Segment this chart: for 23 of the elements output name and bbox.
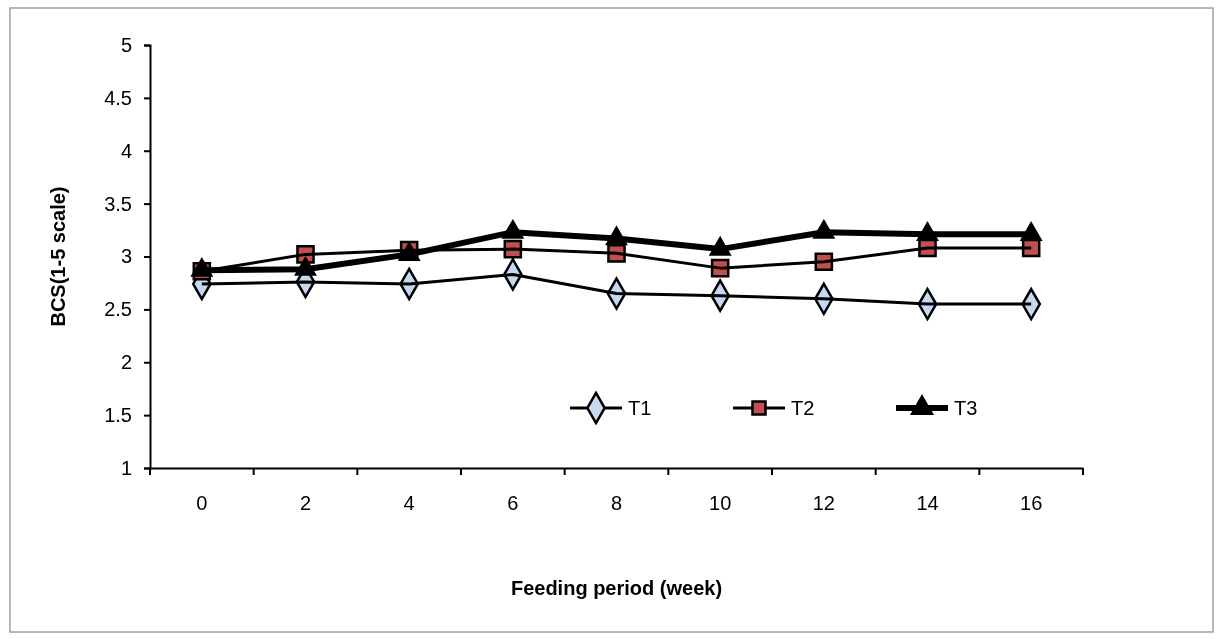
legend-label: T3: [954, 397, 978, 419]
legend-label: T2: [791, 397, 815, 419]
y-tick-label: 4: [120, 139, 132, 162]
x-axis-title: Feeding period (week): [510, 577, 723, 599]
x-tick-label: 14: [916, 492, 939, 515]
y-tick-label: 3: [120, 245, 132, 268]
y-tick-label: 5: [120, 33, 132, 56]
x-tick-label: 10: [709, 492, 732, 515]
x-tick-label: 12: [812, 492, 835, 515]
x-tick-label: 0: [196, 492, 208, 515]
x-tick-label: 16: [1020, 492, 1043, 515]
y-tick-label: 2.5: [104, 298, 132, 321]
y-tick-label: 1.5: [104, 404, 132, 427]
x-tick-label: 8: [610, 492, 623, 515]
x-tick-label: 2: [299, 492, 312, 515]
y-tick-label: 3.5: [104, 192, 132, 215]
y-tick-label: 2: [120, 351, 132, 374]
x-tick-label: 4: [403, 492, 415, 515]
x-tick-label: 6: [507, 492, 519, 515]
y-tick-label: 4.5: [104, 86, 132, 109]
legend-label: T1: [628, 397, 652, 419]
y-tick-label: 1: [120, 456, 132, 479]
y-axis-title: BCS(1-5 scale): [47, 186, 69, 327]
